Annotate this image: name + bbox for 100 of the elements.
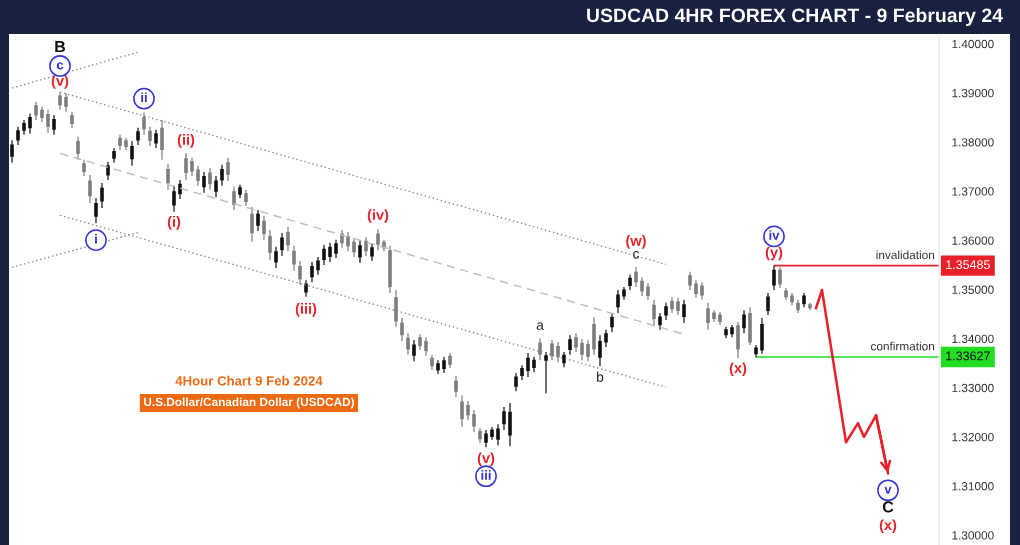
candlestick bbox=[712, 310, 716, 322]
candlestick bbox=[766, 292, 770, 316]
candlestick bbox=[634, 266, 638, 288]
candlestick bbox=[340, 230, 344, 248]
candlestick bbox=[520, 365, 524, 380]
candlestick bbox=[802, 292, 806, 308]
candlestick bbox=[412, 340, 416, 362]
candlestick bbox=[472, 409, 476, 432]
candlestick bbox=[772, 265, 776, 290]
candlestick bbox=[310, 261, 314, 283]
candlestick bbox=[544, 351, 548, 394]
candlestick bbox=[334, 239, 338, 259]
candlestick bbox=[250, 206, 254, 242]
y-tick-label: 1.31000 bbox=[952, 482, 994, 491]
candlestick bbox=[436, 360, 440, 375]
candlestick bbox=[760, 318, 764, 354]
text: 1.33627 bbox=[946, 351, 990, 361]
candlestick bbox=[136, 127, 140, 146]
candlestick bbox=[568, 335, 572, 355]
candlestick bbox=[574, 333, 578, 352]
candlestick bbox=[598, 335, 602, 367]
y-tick-label: 1.35000 bbox=[952, 285, 994, 294]
candlestick bbox=[532, 356, 536, 373]
candlestick bbox=[706, 302, 710, 330]
annotation: b bbox=[597, 371, 604, 382]
candlestick bbox=[442, 356, 446, 374]
candlestick bbox=[484, 430, 488, 448]
candlestick bbox=[82, 159, 86, 176]
candlestick bbox=[430, 354, 434, 371]
candlestick bbox=[742, 310, 746, 334]
candlestick bbox=[346, 232, 350, 252]
candlestick bbox=[220, 164, 224, 186]
candlestick bbox=[52, 115, 56, 135]
annotation: (iii) bbox=[295, 303, 317, 317]
candlestick bbox=[424, 337, 428, 356]
y-tick-label: 1.33000 bbox=[952, 383, 994, 393]
candlestick bbox=[214, 176, 218, 198]
candlestick bbox=[274, 246, 278, 268]
candlestick bbox=[256, 209, 260, 232]
ref-line-label: invalidation bbox=[876, 250, 935, 260]
candlestick bbox=[736, 321, 740, 359]
candlestick bbox=[478, 428, 482, 444]
annotation: (v) bbox=[477, 452, 495, 467]
candlestick bbox=[154, 129, 158, 148]
y-tick-label: 1.36000 bbox=[952, 236, 994, 245]
candlestick bbox=[304, 280, 308, 297]
candlestick bbox=[292, 245, 296, 271]
candlestick bbox=[610, 313, 614, 333]
candlestick bbox=[670, 297, 674, 314]
annotation: c bbox=[633, 251, 640, 259]
candlestick bbox=[130, 141, 134, 166]
candlestick bbox=[166, 163, 170, 190]
candlestick bbox=[700, 282, 704, 300]
candlestick bbox=[280, 233, 284, 257]
candlestick bbox=[718, 312, 722, 325]
candlestick bbox=[418, 334, 422, 350]
candlestick bbox=[22, 119, 26, 135]
candlestick bbox=[16, 126, 20, 146]
candlestick bbox=[244, 189, 248, 206]
candlestick bbox=[76, 136, 80, 160]
candlestick bbox=[808, 302, 812, 311]
candlestick bbox=[112, 147, 116, 163]
candlestick bbox=[796, 299, 800, 314]
candlestick bbox=[286, 227, 290, 252]
annotation: C bbox=[882, 501, 894, 513]
candlestick bbox=[208, 168, 212, 190]
candlestick bbox=[202, 172, 206, 193]
candlestick bbox=[58, 91, 62, 110]
annotation: ii bbox=[141, 92, 147, 103]
annotation: (x) bbox=[879, 519, 897, 534]
candlestick bbox=[316, 257, 320, 275]
candlestick bbox=[580, 339, 584, 361]
candlestick bbox=[550, 340, 554, 361]
candlestick bbox=[676, 297, 680, 316]
candlestick bbox=[232, 186, 236, 210]
candlestick bbox=[616, 289, 620, 314]
y-tick-label: 1.37000 bbox=[952, 187, 994, 196]
candlestick bbox=[178, 179, 182, 200]
candlestick bbox=[754, 345, 758, 358]
y-tick-label: 1.38000 bbox=[952, 138, 994, 147]
candlestick bbox=[124, 137, 128, 150]
candlestick bbox=[490, 427, 494, 440]
annotation: iii bbox=[481, 470, 491, 480]
candlestick bbox=[460, 395, 464, 428]
candlestick bbox=[652, 299, 656, 325]
candlestick bbox=[646, 283, 650, 300]
annotation: iv bbox=[769, 230, 780, 240]
candlestick bbox=[34, 101, 38, 120]
ref-line-label: confirmation bbox=[871, 341, 935, 351]
candlestick bbox=[46, 109, 50, 133]
y-tick-label: 1.30000 bbox=[952, 531, 994, 540]
annotation: (y) bbox=[765, 246, 783, 261]
candlestick bbox=[640, 277, 644, 296]
candlestick bbox=[514, 373, 518, 392]
candlestick bbox=[688, 271, 692, 290]
candlestick bbox=[394, 289, 398, 327]
candlestick bbox=[226, 157, 230, 181]
candlestick bbox=[748, 307, 752, 346]
candlestick bbox=[526, 352, 530, 377]
candlestick bbox=[94, 198, 98, 224]
